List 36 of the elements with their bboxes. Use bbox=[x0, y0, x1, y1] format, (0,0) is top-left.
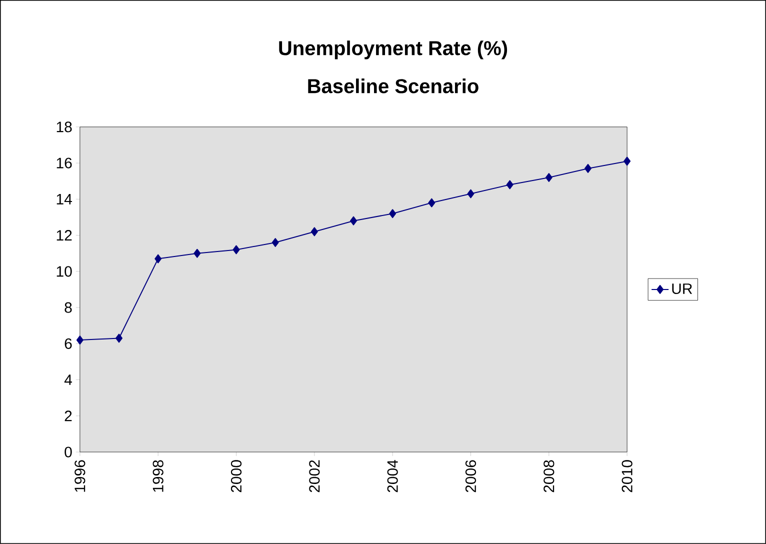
point bbox=[545, 173, 552, 182]
x-tick-label: 1998 bbox=[152, 460, 164, 492]
point bbox=[584, 164, 592, 173]
y-tick-label: 18 bbox=[56, 122, 72, 132]
point bbox=[428, 198, 436, 208]
y-tick-label: 8 bbox=[64, 302, 72, 313]
point bbox=[116, 334, 123, 343]
y-tick-label: 0 bbox=[64, 446, 72, 458]
point bbox=[506, 180, 514, 190]
y-tick-label: 2 bbox=[64, 410, 72, 422]
x-tick-label: 2008 bbox=[544, 460, 554, 492]
x-tick-label: 1996 bbox=[74, 460, 86, 492]
point bbox=[350, 216, 357, 226]
y-tick-label: 6 bbox=[64, 338, 72, 349]
legend-label: UR bbox=[672, 284, 692, 294]
point bbox=[194, 248, 201, 258]
point bbox=[232, 245, 240, 254]
x-tick-label: 2006 bbox=[465, 460, 476, 492]
y-tick-label: 12 bbox=[56, 230, 72, 241]
chart-subtitle: Baseline Scenario bbox=[308, 78, 478, 94]
point bbox=[389, 209, 396, 218]
y-tick-label: 10 bbox=[56, 266, 72, 277]
x-tick-label: 2002 bbox=[309, 460, 320, 492]
point bbox=[310, 227, 318, 236]
point bbox=[76, 336, 84, 345]
point bbox=[272, 238, 279, 248]
point bbox=[624, 156, 631, 166]
y-tick-label: 16 bbox=[56, 158, 72, 168]
y-tick-label: 14 bbox=[56, 194, 72, 204]
x-tick-label: 2004 bbox=[387, 460, 398, 492]
y-tick-label: 4 bbox=[64, 374, 72, 385]
x-tick-label: 2000 bbox=[230, 460, 242, 492]
x-tick-label: 2010 bbox=[622, 460, 632, 492]
point bbox=[154, 254, 162, 264]
point bbox=[467, 189, 474, 198]
chart-title: Unemployment Rate (%) bbox=[279, 40, 508, 60]
